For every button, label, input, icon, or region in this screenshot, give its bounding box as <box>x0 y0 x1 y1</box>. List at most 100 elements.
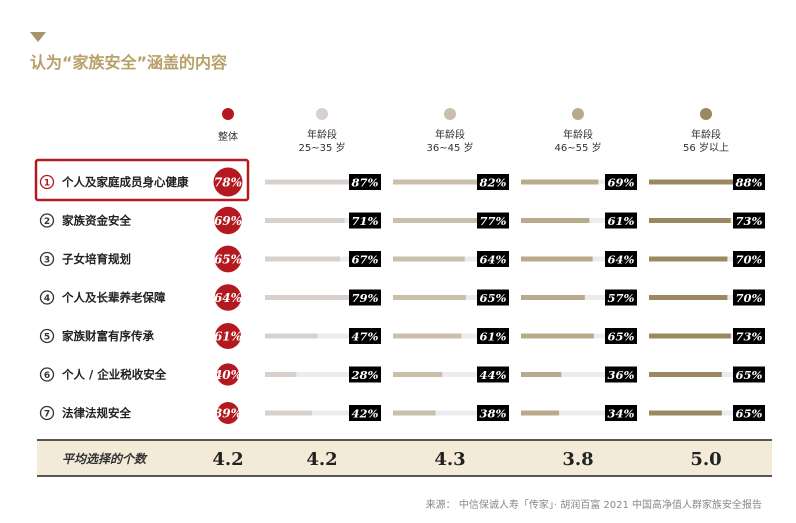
series-header-line2-1: 36~45 岁 <box>426 141 473 154</box>
value-label: 38% <box>480 407 507 421</box>
bar-fill <box>265 372 297 377</box>
value-label: 65% <box>608 330 635 344</box>
overall-header: 整体 <box>218 130 238 143</box>
row-number-circle <box>39 405 55 421</box>
bar-fill <box>649 372 722 377</box>
row-label: 个人 / 企业税收安全 <box>61 368 167 382</box>
row-number: 7 <box>44 410 50 420</box>
row-label: 个人及长辈养老保障 <box>61 291 166 305</box>
value-label: 79% <box>352 291 379 305</box>
value-badge <box>349 212 381 229</box>
row-number: 3 <box>44 256 50 266</box>
row-4: 4 个人及长辈养老保障 64% 79% 65% 57% 70% <box>39 284 765 311</box>
bar-fill <box>393 179 485 185</box>
value-label: 70% <box>736 291 763 305</box>
row-number-circle <box>39 328 55 344</box>
average-value-1: 4.2 <box>306 449 337 470</box>
bar-fill <box>393 218 480 223</box>
value-label: 36% <box>608 368 635 382</box>
bar-fill <box>521 256 593 262</box>
value-badge <box>477 251 509 267</box>
value-label: 44% <box>480 368 507 382</box>
bar-fill <box>649 256 728 262</box>
value-label: 67% <box>352 253 379 267</box>
bar-track <box>393 410 505 416</box>
bar-fill <box>265 295 354 300</box>
series-dot-0 <box>316 108 328 120</box>
row-number: 1 <box>44 179 50 189</box>
overall-circle <box>214 206 242 235</box>
overall-value-label: 61% <box>214 330 242 344</box>
value-label: 64% <box>480 253 507 267</box>
bar-fill <box>393 410 436 416</box>
value-badge <box>477 289 509 306</box>
row-number: 5 <box>44 333 50 343</box>
bar-fill <box>521 372 562 377</box>
bar-track <box>521 372 633 377</box>
series-dot-1 <box>444 108 456 120</box>
average-label: 平均选择的个数 <box>62 452 148 466</box>
overall-value-label: 40% <box>214 368 242 382</box>
value-badge <box>349 405 381 421</box>
row-label: 个人及家庭成员身心健康 <box>61 175 189 189</box>
value-label: 65% <box>736 368 763 382</box>
row-number: 2 <box>44 217 50 227</box>
overall-circle <box>216 363 240 386</box>
row-1: 1 个人及家庭成员身心健康 78% 87% 82% 69% 88% <box>39 167 765 197</box>
bar-fill <box>521 218 590 223</box>
row-number-circle <box>39 367 55 382</box>
value-label: 42% <box>352 407 379 421</box>
bar-fill <box>393 372 443 377</box>
value-badge <box>349 366 381 383</box>
series-header-line2-0: 25~35 岁 <box>298 141 345 154</box>
averages: 4.2 4.2 4.3 3.8 5.0 <box>212 449 721 470</box>
overall-value-label: 69% <box>214 214 242 228</box>
series-header-line1-3: 年龄段 <box>691 128 721 141</box>
value-badge <box>733 251 765 267</box>
bar-fill <box>649 179 748 185</box>
value-label: 61% <box>480 330 507 344</box>
row-5: 5 家族财富有序传承 61% 47% 61% 65% 73% <box>39 323 765 349</box>
series-header-line1-0: 年龄段 <box>307 128 337 141</box>
value-badge <box>477 328 509 344</box>
value-label: 77% <box>480 214 507 228</box>
value-badge <box>605 405 637 421</box>
row-number-circle <box>39 251 55 267</box>
value-badge <box>349 251 381 267</box>
bar-fill <box>521 295 585 300</box>
average-value-0: 4.2 <box>212 449 243 470</box>
bar-track <box>265 372 377 377</box>
bar-track <box>521 410 633 416</box>
bar-track <box>393 372 505 377</box>
average-value-3: 3.8 <box>562 449 593 470</box>
series-header-line2-3: 56 岁以上 <box>683 141 729 154</box>
value-label: 28% <box>351 368 379 382</box>
overall-circle <box>213 167 243 197</box>
bar-fill <box>265 256 341 262</box>
value-badge <box>477 405 509 421</box>
value-badge <box>733 405 765 421</box>
bar-fill <box>521 179 599 185</box>
value-badge <box>733 212 765 229</box>
average-band <box>37 440 772 476</box>
row-label: 家族资金安全 <box>62 214 131 228</box>
average-value-2: 4.3 <box>434 449 465 470</box>
row-7: 7 法律法规安全 39% 42% 38% 34% 65% <box>39 402 765 424</box>
value-label: 65% <box>736 407 763 421</box>
row-label: 家族财富有序传承 <box>62 329 154 343</box>
value-badge <box>477 212 509 229</box>
bar-fill <box>649 333 731 339</box>
value-badge <box>349 328 381 344</box>
value-badge <box>477 366 509 383</box>
row-number-circle <box>39 213 55 228</box>
value-badge <box>605 251 637 267</box>
row-number: 6 <box>44 371 50 381</box>
row-label: 子女培育规划 <box>62 252 131 266</box>
overall-value-label: 65% <box>214 253 242 267</box>
overall-value-label: 39% <box>214 407 242 421</box>
value-label: 61% <box>608 214 635 228</box>
value-badge <box>605 366 637 383</box>
series-header-line2-2: 46~55 岁 <box>554 141 601 154</box>
